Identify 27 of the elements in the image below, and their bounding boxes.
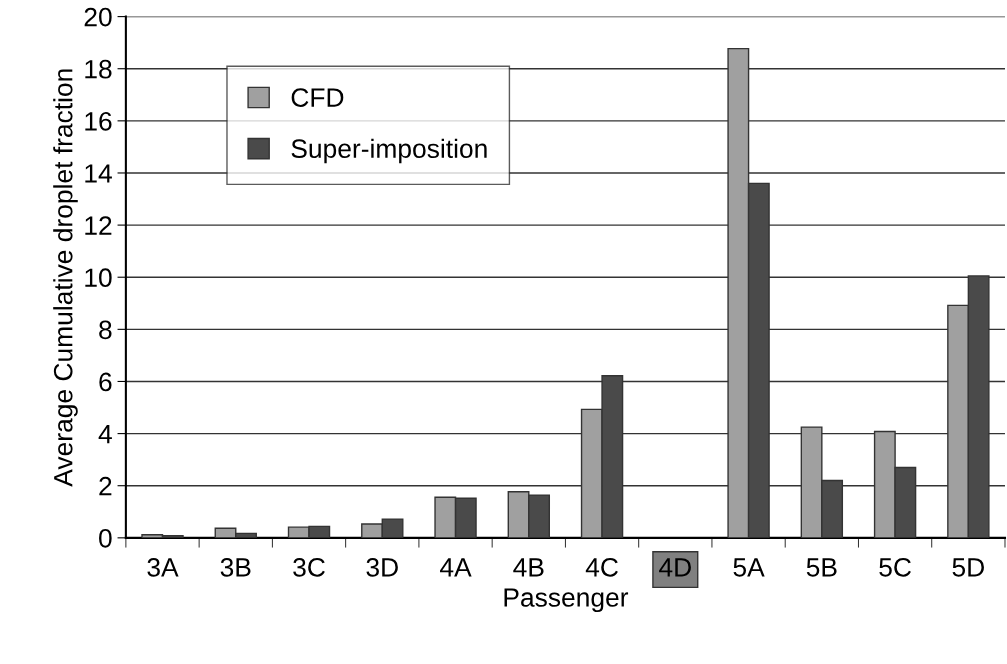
x-tick-label: 4A (440, 558, 472, 577)
y-tick-label: 16 (85, 111, 112, 131)
x-tick-label: 3B (220, 557, 251, 577)
x-tick-label: 5D (952, 558, 984, 577)
y-axis-title: Average Cumulative droplet fraction (53, 69, 78, 487)
x-tick-label: 4D (659, 558, 691, 577)
x-tick-label: 4B (513, 558, 544, 577)
y-tick-label: 14 (85, 164, 112, 183)
y-tick-label: 18 (85, 59, 112, 79)
y-tick-label: 2 (99, 476, 112, 496)
x-tick-label: 3C (293, 557, 325, 577)
legend-label: CFD (291, 88, 344, 107)
y-tick-label: 4 (98, 425, 112, 444)
y-tick-label: 12 (85, 216, 112, 235)
legend-label: Super-imposition (291, 138, 487, 164)
x-axis-title: Passenger (504, 588, 629, 613)
x-tick-label: 3A (147, 557, 179, 577)
y-tick-label: 20 (84, 7, 112, 27)
x-tick-label: 4C (585, 557, 618, 577)
x-tick-label: 3D (366, 557, 398, 577)
x-tick-label: 5A (733, 558, 765, 577)
x-tick-label: 5C (879, 557, 911, 577)
y-tick-label: 10 (85, 268, 112, 288)
x-tick-label: 5B (806, 558, 837, 577)
y-tick-label: 6 (99, 372, 112, 392)
y-tick-label: 8 (99, 320, 112, 340)
y-tick-label: 0 (99, 528, 112, 548)
